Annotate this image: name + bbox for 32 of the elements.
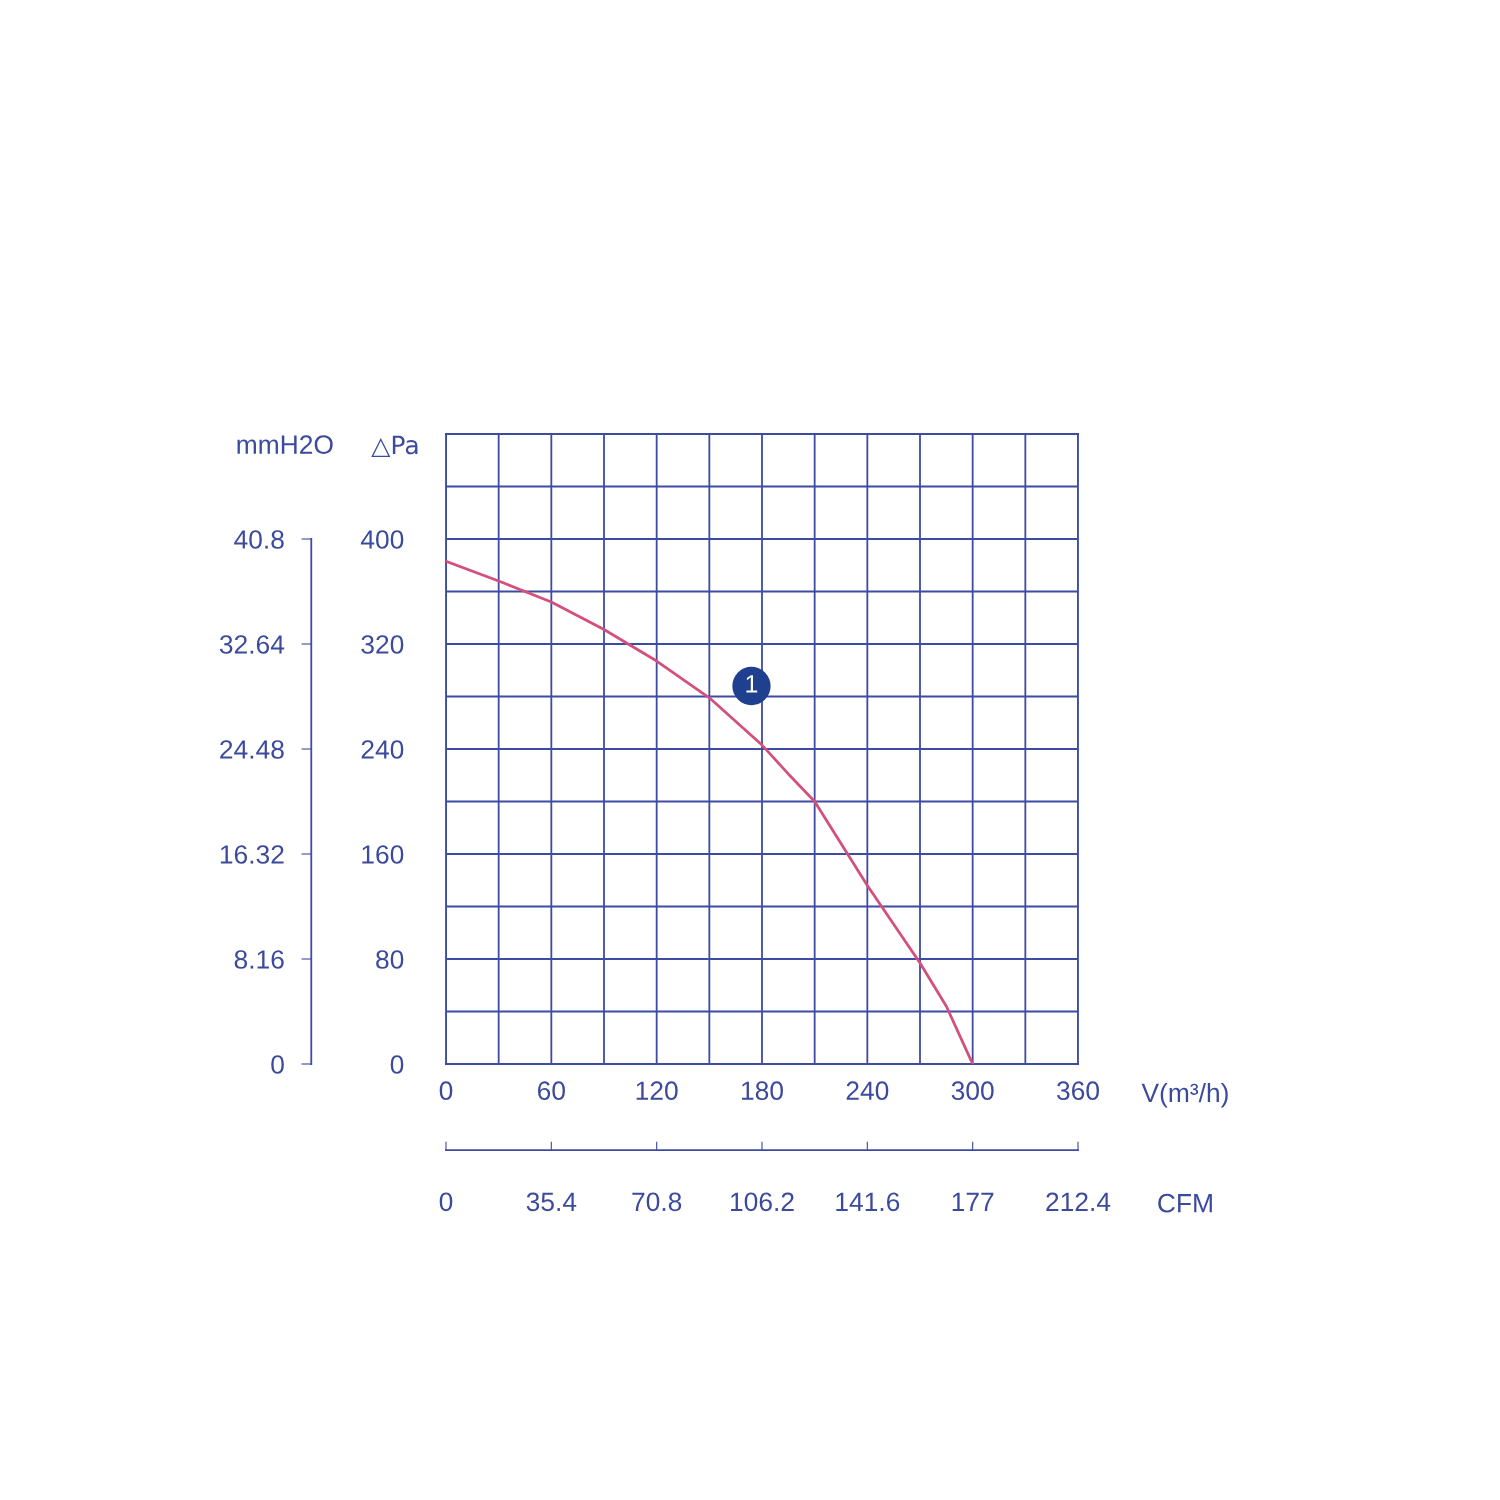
y-tick-label: 320	[361, 635, 404, 654]
y2-tick-label: 40.8	[234, 530, 284, 549]
x-tick-label: 60	[538, 1081, 565, 1101]
x2-tick-label: 35.4	[526, 1192, 577, 1212]
x2-axis-title: CFM	[1158, 1193, 1212, 1213]
x2-tick-label: 106.2	[731, 1192, 794, 1212]
y2-tick-label: 24.48	[220, 740, 284, 759]
line-series	[446, 559, 975, 1064]
x-tick-label: 0	[439, 1081, 453, 1101]
y2-tick-label: 0	[271, 1055, 284, 1074]
x2-tick-label: 212.4	[1046, 1192, 1111, 1211]
x-tick-label: 360	[1056, 1081, 1099, 1101]
y2-axis-title: mmH2O	[237, 435, 333, 454]
y-tick-label: 80	[376, 950, 404, 969]
x2-tick-label: 141.6	[836, 1192, 900, 1212]
x2-tick-label: 70.8	[632, 1192, 682, 1212]
y2-tick-label: 16.32	[220, 845, 284, 864]
y2-tick-label: 32.64	[219, 635, 285, 654]
x2-tick-label: 0	[439, 1192, 453, 1212]
x-tick-label: 180	[742, 1081, 783, 1101]
y-tick-label: 0	[390, 1055, 404, 1074]
y-tick-label: 160	[362, 845, 404, 864]
x-tick-label: 240	[846, 1081, 889, 1101]
y-tick-label: 240	[361, 740, 404, 759]
y-tick-label: 400	[360, 530, 404, 549]
x-tick-label: 120	[636, 1081, 678, 1101]
x2-tick-label: 177	[952, 1192, 994, 1211]
y-axis-title: △Pa	[371, 435, 418, 458]
x-tick-label: 300	[951, 1081, 994, 1101]
y2-tick-label: 8.16	[234, 950, 284, 969]
x-axis-title: V(m³/h)	[1141, 1082, 1228, 1108]
annotation: 1	[746, 675, 758, 693]
